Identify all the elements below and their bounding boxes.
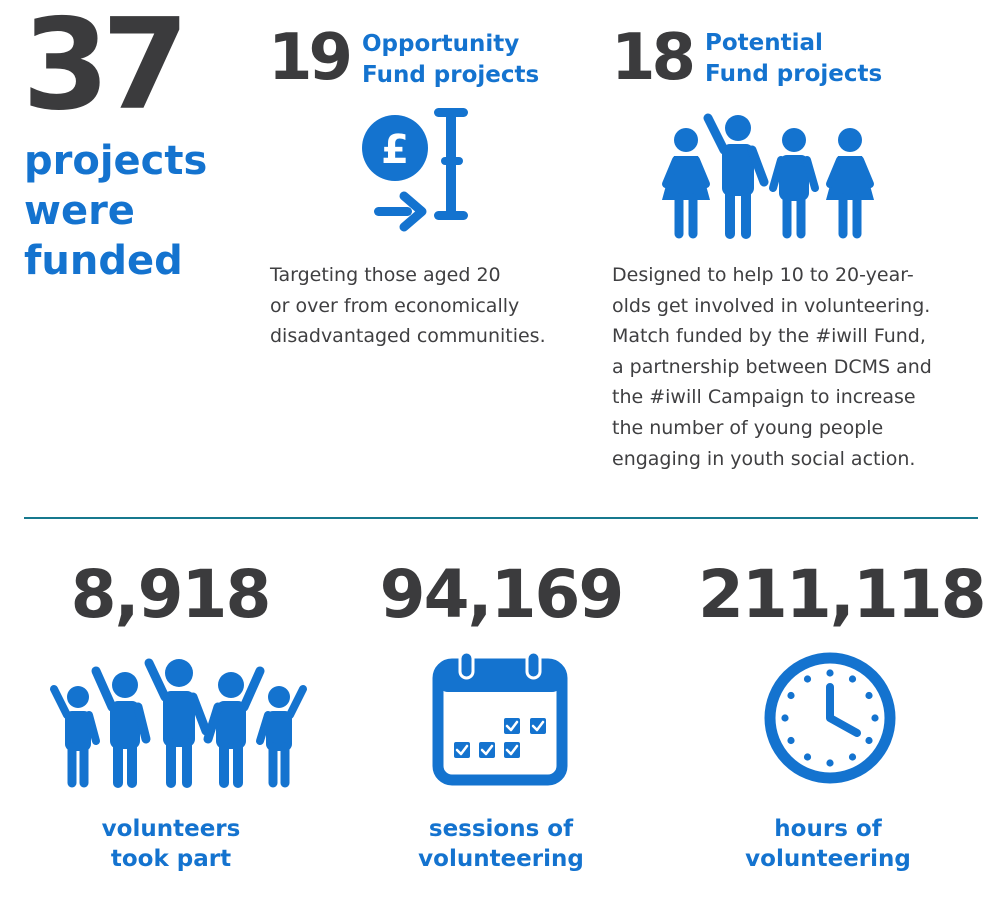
hours-stat-value: 211,118 <box>698 556 987 633</box>
clock-icon <box>764 652 896 784</box>
description-line: Match funded by the #iwill Fund, <box>612 325 926 348</box>
svg-text:£: £ <box>381 127 409 173</box>
caption-line: sessions of <box>428 816 574 842</box>
description-line: Designed to help 10 to 20-year- <box>612 264 914 286</box>
potential-description: Designed to help 10 to 20-year- olds get… <box>612 260 992 474</box>
total-label-line: were <box>24 188 135 234</box>
description-line: the number of young people <box>612 416 884 439</box>
opportunity-title-line: Opportunity <box>362 31 520 57</box>
opportunity-title-line: Fund projects <box>362 62 540 88</box>
description-line: or over from economically <box>270 294 520 317</box>
caption-line: volunteers <box>101 816 241 842</box>
opportunity-title: Opportunity Fund projects <box>362 29 539 91</box>
description-line: olds get involved in volunteering. <box>612 294 931 317</box>
opportunity-description: Targeting those aged 20 or over from eco… <box>270 260 590 352</box>
potential-title: Potential Fund projects <box>705 28 882 90</box>
section-divider <box>24 517 978 519</box>
caption-line: volunteering <box>745 846 911 872</box>
total-label-line: funded <box>24 238 183 284</box>
description-line: Targeting those aged 20 <box>270 264 501 286</box>
young-people-group-icon <box>662 113 874 239</box>
potential-title-line: Potential <box>705 30 823 56</box>
sessions-stat-value: 94,169 <box>379 556 625 633</box>
pound-coin-arrow-icon: £ <box>362 108 468 232</box>
potential-title-line: Fund projects <box>705 61 883 87</box>
caption-line: took part <box>110 846 232 872</box>
opportunity-number: 19 <box>268 21 353 95</box>
description-line: a partnership between DCMS and <box>612 355 932 378</box>
volunteers-caption: volunteers took part <box>40 814 302 874</box>
total-projects-number: 37 <box>22 0 189 138</box>
hours-caption: hours of volunteering <box>697 814 959 874</box>
caption-line: hours of <box>774 816 882 842</box>
total-projects-label: projects were funded <box>24 136 254 286</box>
calendar-icon <box>432 650 568 786</box>
volunteers-stat-value: 8,918 <box>70 556 272 633</box>
description-line: the #iwill Campaign to increase <box>612 386 916 409</box>
potential-number: 18 <box>611 21 696 95</box>
sessions-caption: sessions of volunteering <box>370 814 632 874</box>
caption-line: volunteering <box>418 846 584 872</box>
volunteers-group-icon <box>50 658 307 788</box>
description-line: disadvantaged communities. <box>270 325 546 348</box>
description-line: engaging in youth social action. <box>612 447 916 470</box>
total-label-line: projects <box>24 138 208 184</box>
